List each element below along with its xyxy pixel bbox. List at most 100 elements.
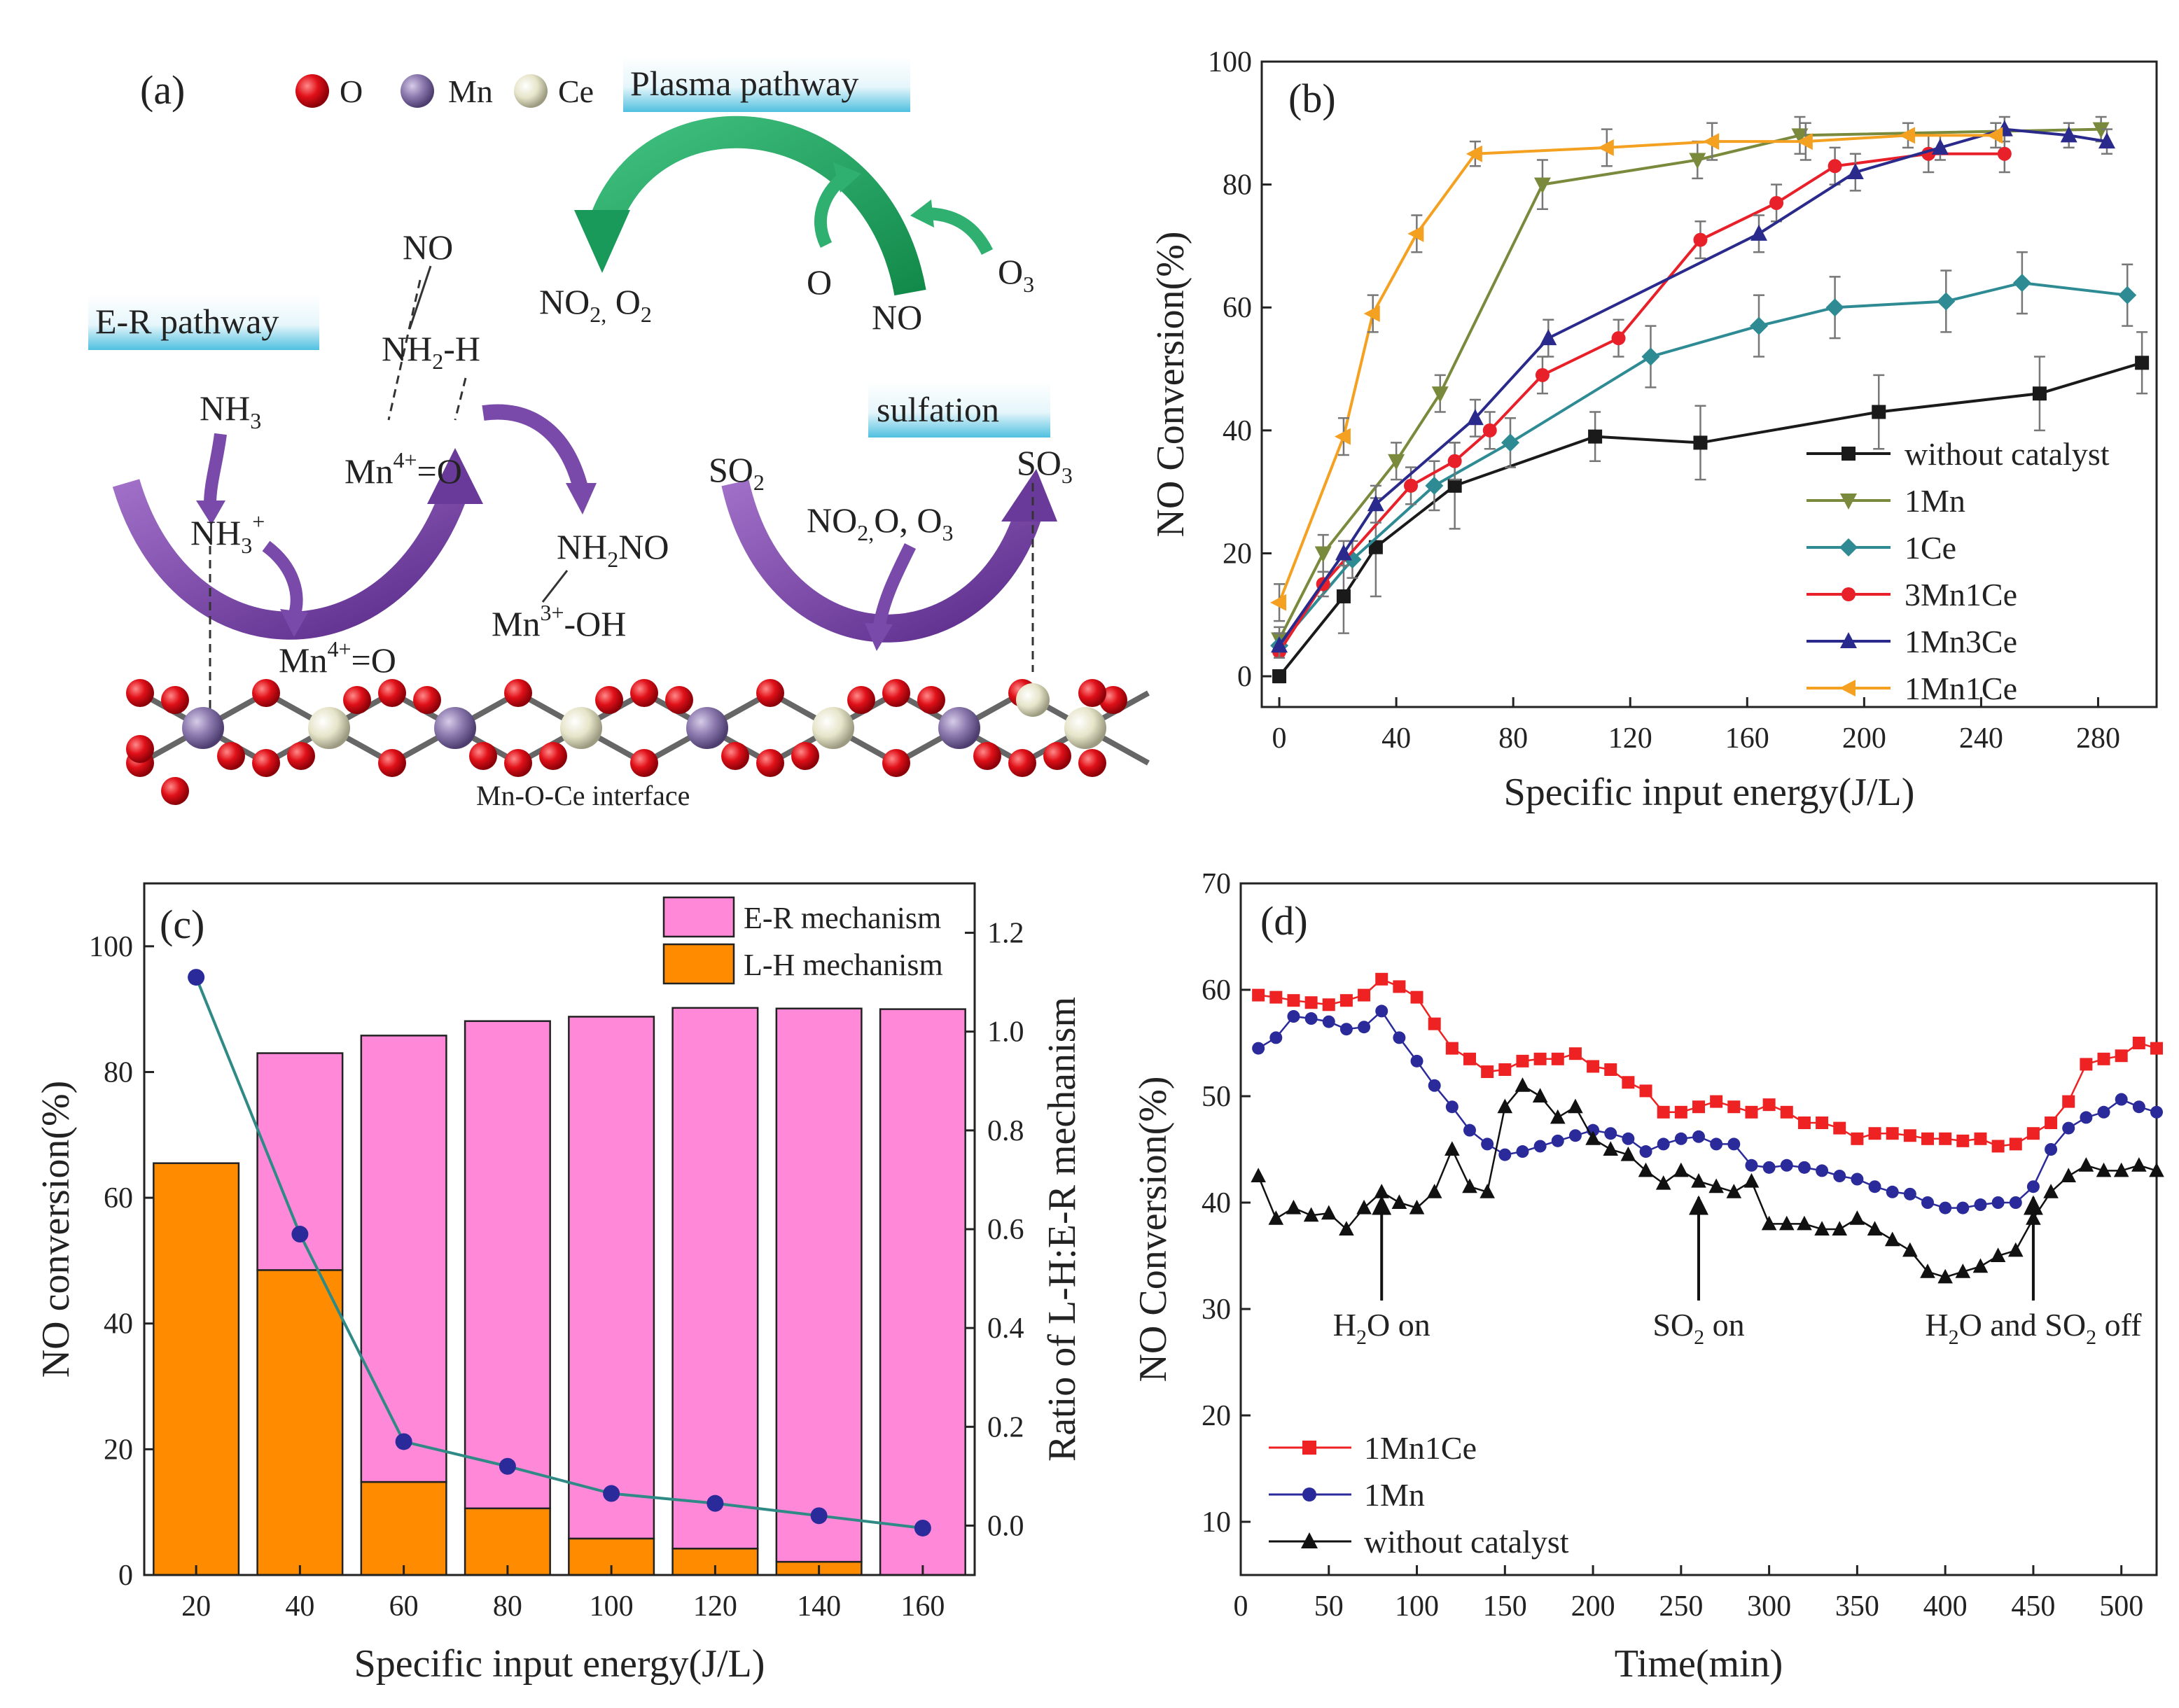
data-point xyxy=(1816,1116,1829,1129)
species-no-plasma: NO xyxy=(872,298,922,337)
data-point xyxy=(1252,988,1265,1002)
bar-lh xyxy=(153,1162,240,1576)
lattice-mn-atom xyxy=(182,707,224,749)
data-point xyxy=(1252,1042,1265,1055)
data-point xyxy=(1828,159,1842,174)
lattice-ce-atom xyxy=(308,707,350,749)
data-point xyxy=(1689,153,1706,169)
legend-label: without catalyst xyxy=(1364,1524,1569,1560)
species-nh3-plus: NH3+ xyxy=(190,509,265,558)
data-point xyxy=(1550,1109,1566,1124)
data-point xyxy=(1986,127,2003,144)
data-point xyxy=(1551,1134,1564,1147)
data-point xyxy=(1314,546,1332,563)
data-point xyxy=(2009,1138,2022,1151)
data-point xyxy=(1639,1145,1652,1158)
data-point xyxy=(2026,1180,2040,1194)
data-point xyxy=(2113,1162,2129,1177)
y-tick-label: 80 xyxy=(104,1056,133,1088)
x-axis-title: Specific input energy(J/L) xyxy=(1504,771,1915,814)
data-point xyxy=(1693,232,1708,247)
data-point xyxy=(1762,1098,1776,1112)
data-point xyxy=(1851,1172,1864,1186)
lattice-o-atom xyxy=(882,749,910,777)
data-point xyxy=(1363,305,1380,323)
data-point xyxy=(1814,1221,1830,1236)
lattice-o-atom xyxy=(882,679,910,707)
data-point xyxy=(2032,386,2047,401)
y-right-axis-title: Ratio of L-H:E-R mechanism xyxy=(1040,997,1084,1462)
legend-label: 1Ce xyxy=(1905,530,1956,566)
data-point xyxy=(1603,1141,1619,1156)
x-tick-label: 40 xyxy=(285,1590,314,1623)
data-point xyxy=(1769,195,1784,210)
data-point xyxy=(1833,1121,1846,1135)
er-cycle-arrow xyxy=(112,479,468,640)
species-no2-o-o3: NO2,O, O3 xyxy=(807,500,953,545)
data-point xyxy=(1407,225,1424,242)
data-point xyxy=(1445,1042,1459,1055)
data-point xyxy=(1410,1054,1423,1068)
nh3-arrow-head xyxy=(196,500,225,525)
nh2h-arrow xyxy=(482,404,589,492)
data-point xyxy=(2115,1049,2128,1063)
sulfation-arrow-head xyxy=(1001,469,1057,522)
data-point xyxy=(2135,356,2150,370)
data-point xyxy=(1657,1105,1670,1119)
data-point xyxy=(1551,1052,1564,1065)
data-point xyxy=(1367,495,1384,512)
data-point xyxy=(1833,1170,1846,1182)
x-tick-label: 240 xyxy=(1959,722,2003,755)
data-point xyxy=(2132,1100,2145,1114)
data-point xyxy=(1463,1124,1476,1137)
data-point xyxy=(2132,1037,2145,1049)
lattice-o-atom xyxy=(378,679,406,707)
data-point xyxy=(1568,1047,1582,1060)
data-point xyxy=(2062,1121,2075,1135)
nh3-arrow xyxy=(204,433,227,505)
lattice-o-atom xyxy=(665,686,693,714)
data-point xyxy=(1269,990,1283,1004)
lattice-o-atom xyxy=(756,679,784,707)
plasma-header: Plasma pathway xyxy=(630,64,858,103)
y-right-tick-label: 1.0 xyxy=(987,1016,1024,1049)
lattice-o-atom xyxy=(469,742,497,770)
data-point xyxy=(1974,1198,1987,1212)
data-point xyxy=(2150,1105,2163,1119)
x-tick-label: 100 xyxy=(590,1590,634,1623)
y-right-tick-label: 0.2 xyxy=(987,1411,1024,1443)
mn-o-ce-lattice xyxy=(126,679,1150,805)
data-point xyxy=(1462,1178,1477,1194)
x-tick-label: 350 xyxy=(1835,1590,1879,1623)
data-point xyxy=(1639,1084,1652,1098)
data-point xyxy=(1393,1031,1406,1044)
data-point xyxy=(1597,139,1614,156)
legend-label: 1Mn1Ce xyxy=(1905,671,2017,706)
data-point xyxy=(1868,1180,1881,1194)
ratio-point xyxy=(810,1507,828,1525)
x-tick-label: 50 xyxy=(1314,1590,1344,1623)
data-point xyxy=(1339,1023,1353,1036)
data-point xyxy=(1692,1100,1705,1114)
nh2h-arrow-head xyxy=(566,483,597,514)
x-axis-title: Time(min) xyxy=(1615,1642,1783,1686)
lattice-o-atom xyxy=(217,742,245,770)
x-tick-label: 100 xyxy=(1395,1590,1439,1623)
lattice-o-atom xyxy=(721,742,749,770)
data-point xyxy=(1409,1199,1425,1214)
y-tick-label: 60 xyxy=(1223,292,1252,324)
x-tick-label: 160 xyxy=(1725,722,1769,755)
er-header-box xyxy=(88,294,319,350)
x-tick-label: 500 xyxy=(2099,1590,2143,1623)
y-right-tick-label: 1.2 xyxy=(987,918,1024,950)
data-point xyxy=(1271,636,1288,653)
data-point xyxy=(1655,1175,1671,1190)
x-tick-label: 400 xyxy=(1923,1590,1968,1623)
legend-ce-text: Ce xyxy=(558,74,594,109)
x-tick-label: 450 xyxy=(2011,1590,2055,1623)
lattice-o-atom xyxy=(343,686,371,714)
data-point xyxy=(1339,994,1353,1007)
lattice-mn-atom xyxy=(434,707,476,749)
species-nh2no: NH2NO xyxy=(557,527,669,572)
er-header: E-R pathway xyxy=(95,302,279,341)
